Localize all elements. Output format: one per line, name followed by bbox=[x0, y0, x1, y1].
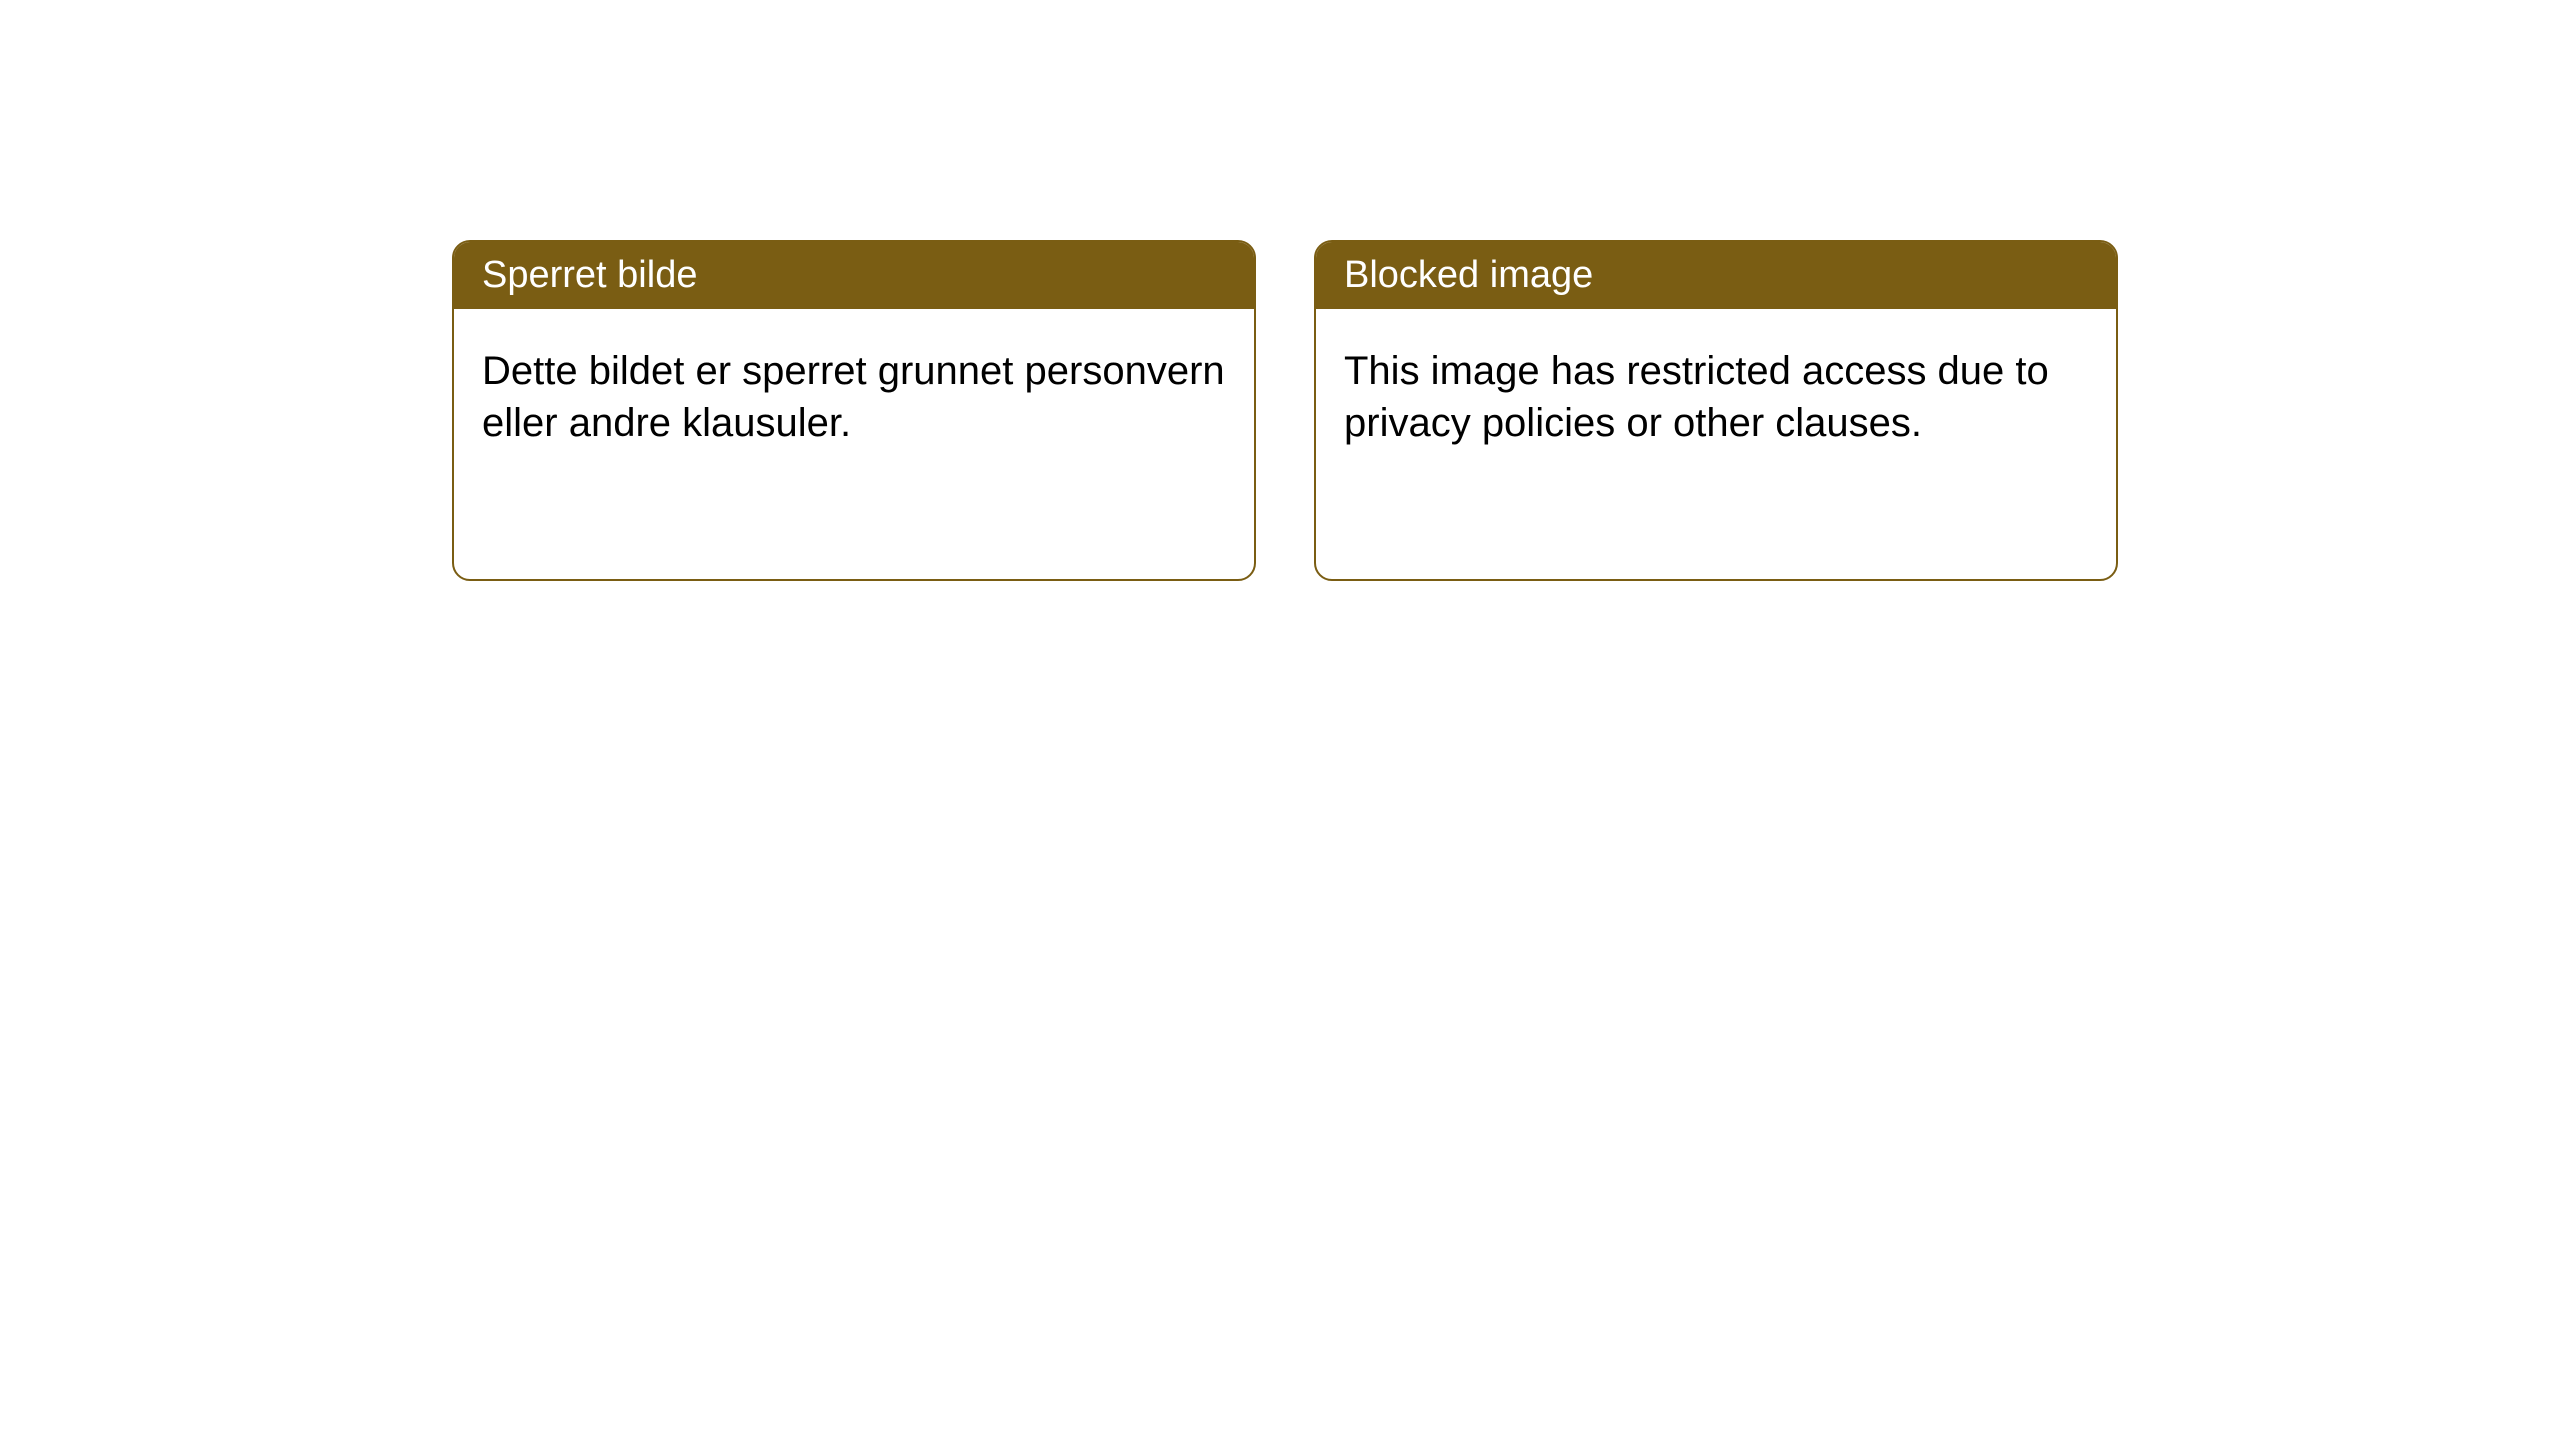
notice-container: Sperret bilde Dette bildet er sperret gr… bbox=[0, 0, 2560, 581]
card-header-no: Sperret bilde bbox=[454, 242, 1254, 309]
blocked-image-card-en: Blocked image This image has restricted … bbox=[1314, 240, 2118, 581]
card-body-en: This image has restricted access due to … bbox=[1316, 309, 2116, 579]
card-body-no: Dette bildet er sperret grunnet personve… bbox=[454, 309, 1254, 579]
blocked-image-card-no: Sperret bilde Dette bildet er sperret gr… bbox=[452, 240, 1256, 581]
card-header-en: Blocked image bbox=[1316, 242, 2116, 309]
